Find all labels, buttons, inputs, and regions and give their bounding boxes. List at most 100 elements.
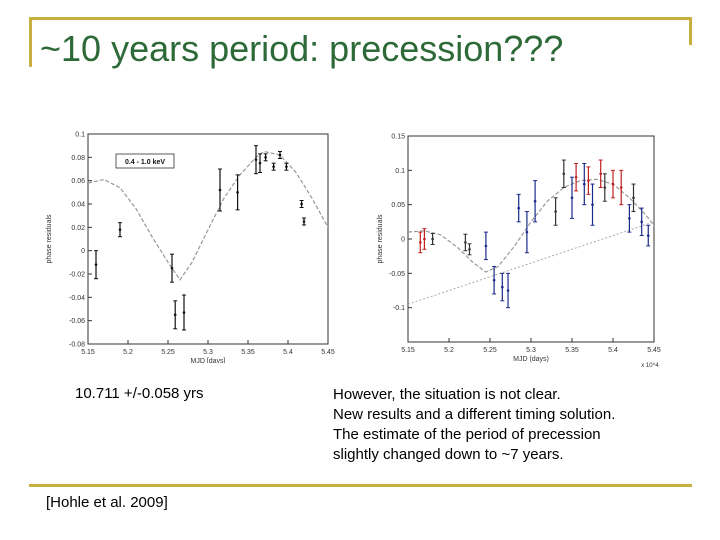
x-tick-label: 5.4 — [283, 349, 293, 356]
point-marker — [264, 156, 267, 159]
point-marker — [583, 182, 586, 186]
point-marker — [254, 158, 258, 161]
y-axis-label: phase residuals — [46, 214, 53, 264]
data-point — [422, 228, 427, 250]
plot-frame — [407, 135, 655, 343]
x-tick-label: 5.25 — [483, 347, 497, 354]
x-tick-label: 5.4 — [608, 347, 618, 354]
point-marker — [236, 191, 239, 194]
point-marker — [272, 165, 275, 168]
period-result: 10.711 +/-0.058 yrs — [75, 385, 204, 402]
y-tick-label: 0 — [81, 248, 85, 255]
x-tick-label: 5.2 — [123, 349, 133, 356]
y-tick-label: -0.1 — [393, 305, 405, 312]
x-tick-label: 5.2 — [444, 347, 454, 354]
data-point — [235, 174, 240, 211]
x-axis-multiplier: x 10^4 — [641, 363, 659, 369]
point-marker — [218, 188, 222, 192]
y-tick-label: -0.05 — [389, 271, 405, 278]
x-tick-label: 5.15 — [81, 349, 95, 356]
y-tick-label: -0.08 — [69, 342, 85, 349]
data-point — [170, 253, 174, 283]
y-tick-label: 0.06 — [71, 178, 85, 185]
point-marker — [570, 196, 574, 200]
point-marker — [574, 175, 578, 179]
point-marker — [484, 244, 488, 248]
x-tick-label: 5.25 — [161, 349, 175, 356]
y-tick-label: 0.04 — [71, 202, 85, 209]
remark-line: slightly changed down to ~7 years. — [333, 446, 564, 463]
data-point — [483, 231, 488, 261]
point-marker — [94, 263, 98, 266]
y-tick-label: 0 — [401, 237, 405, 244]
slide-frame-bottom — [29, 484, 692, 487]
x-axis-label: MJD [days] — [190, 358, 225, 363]
y-tick-label: 0.05 — [391, 202, 405, 209]
data-point — [627, 204, 632, 233]
point-marker — [423, 237, 426, 241]
point-marker — [603, 186, 607, 189]
trend-line — [407, 221, 655, 305]
slide-title: ~10 years period: precession??? — [40, 28, 564, 69]
data-point — [218, 168, 222, 212]
data-point — [94, 250, 98, 280]
point-marker — [632, 196, 635, 200]
point-marker — [501, 285, 504, 289]
remark-text: However, the situation is not clear. New… — [333, 385, 615, 465]
point-marker — [599, 172, 602, 176]
point-marker — [170, 266, 174, 270]
y-axis-label: phase residuals — [377, 214, 384, 264]
data-point — [182, 294, 186, 331]
data-point — [611, 169, 615, 199]
point-marker — [646, 234, 650, 237]
data-point — [302, 217, 306, 226]
data-point — [278, 151, 282, 159]
point-marker — [619, 186, 623, 189]
point-marker — [302, 220, 306, 223]
point-marker — [611, 182, 615, 186]
data-point — [619, 169, 624, 206]
data-point — [463, 233, 468, 252]
data-point — [271, 162, 276, 171]
data-point — [467, 243, 472, 256]
x-axis-label: MJD (days) — [513, 356, 549, 363]
data-point — [492, 265, 497, 295]
y-tick-label: -0.02 — [69, 272, 85, 279]
data-point — [533, 180, 538, 223]
x-tick-label: 5.35 — [565, 347, 579, 354]
point-marker — [468, 248, 471, 251]
x-tick-label: 5.3 — [203, 349, 213, 356]
point-marker — [464, 241, 467, 244]
point-marker — [517, 206, 520, 210]
point-marker — [506, 289, 510, 292]
point-marker — [173, 313, 177, 317]
data-point — [418, 231, 423, 254]
data-point — [500, 272, 505, 302]
data-point — [561, 159, 566, 188]
data-point — [258, 153, 262, 173]
point-marker — [285, 165, 288, 168]
legend-box — [115, 153, 175, 169]
point-marker — [419, 241, 422, 244]
y-tick-label: 0.1 — [75, 132, 85, 139]
x-tick-label: 5.15 — [401, 347, 415, 354]
point-marker — [628, 217, 631, 220]
reference-citation: [Hohle et al. 2009] — [46, 494, 168, 511]
data-point — [582, 162, 587, 206]
slide-frame-right — [689, 17, 692, 45]
phase-residuals-plot-2009: 5.15 5.2 5.25 5.3 5.35 5.4 5.45 0.1 0.08 0.06 0.04… — [46, 132, 335, 364]
data-point — [639, 207, 644, 237]
data-point — [598, 159, 603, 188]
legend-label: 0.4 - 1.0 keV — [125, 159, 165, 166]
data-point — [646, 224, 651, 247]
point-marker — [591, 203, 594, 206]
slide-frame-top — [29, 17, 692, 20]
remark-line: However, the situation is not clear. — [333, 386, 561, 403]
data-point — [570, 176, 574, 219]
y-tick-label: 0.15 — [391, 134, 405, 141]
x-tick-label: 5.35 — [241, 349, 255, 356]
remark-line: New results and a different timing solut… — [333, 406, 616, 423]
fit-curve — [87, 150, 329, 281]
y-tick-label: -0.04 — [69, 295, 85, 302]
x-tick-label: 5.45 — [321, 349, 335, 356]
